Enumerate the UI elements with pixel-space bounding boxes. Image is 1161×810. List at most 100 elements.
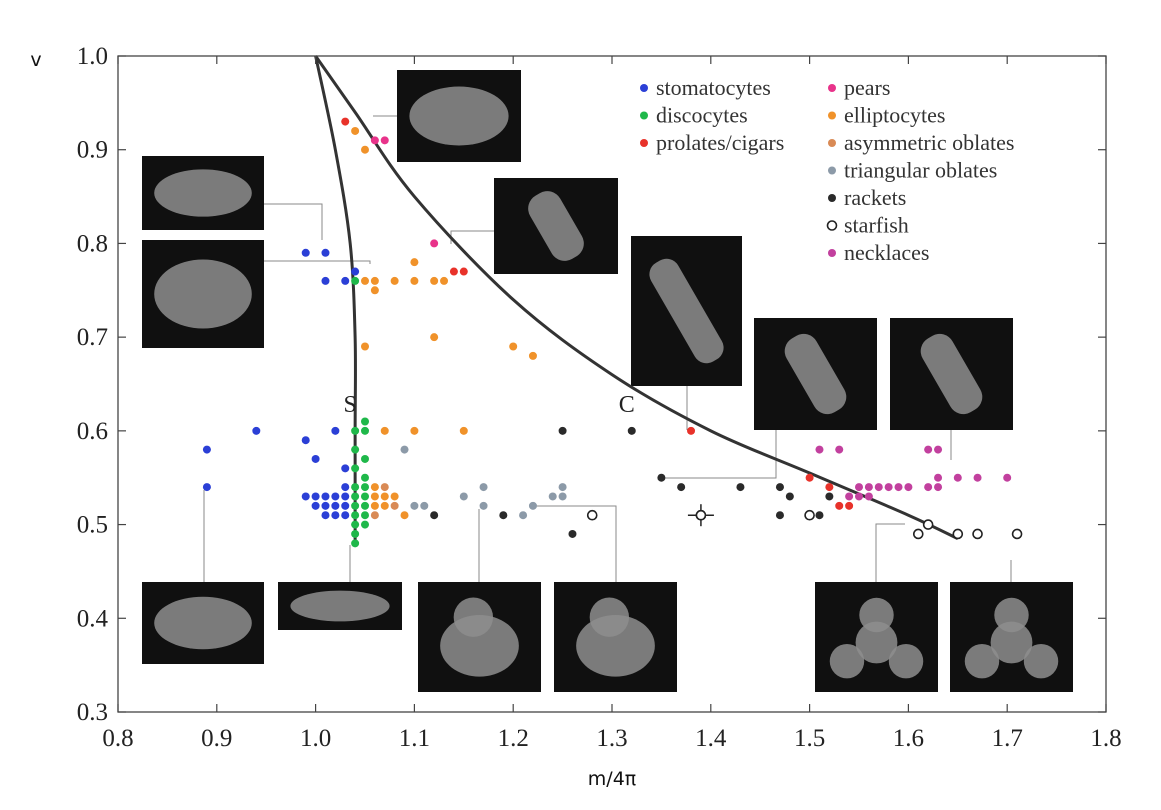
point-necklaces [855,492,863,501]
y-tick-label: 0.7 [77,324,108,351]
legend-label: pears [844,75,890,100]
legend-marker [828,84,836,92]
legend-label: asymmetric oblates [844,130,1014,155]
curve-label-C: C [619,392,635,418]
data-points [202,117,1023,548]
cell-shape [920,333,983,415]
point-stomatocytes [341,492,350,501]
point-discocytes [351,445,360,454]
point-elliptocytes [410,426,419,435]
point-rackets [815,511,824,520]
curve-S [314,55,357,544]
point-necklaces [934,473,943,482]
x-tick-label: 1.3 [596,725,627,752]
point-rackets [430,511,439,520]
point-asymmetric-oblates [380,483,389,492]
point-necklaces [864,492,873,501]
point-rackets [736,483,745,492]
point-prolates-cigars [805,473,814,482]
point-prolates-cigars [449,267,458,276]
legend-label: starfish [844,213,909,238]
point-discocytes [351,520,360,529]
point-discocytes [361,520,369,529]
point-triangular-oblates [558,492,567,501]
cell-shape-lobe [888,643,924,679]
cell-shape [290,590,390,622]
y-tick-label: 0.8 [77,230,108,257]
point-elliptocytes [351,126,360,135]
point-necklaces [864,483,873,492]
point-elliptocytes [361,276,369,285]
point-stomatocytes [341,483,350,492]
leader-line-12 [875,523,905,582]
y-tick-label: 0.3 [77,699,108,726]
point-stomatocytes [202,445,211,454]
point-necklaces [874,483,883,492]
point-necklaces [904,483,913,492]
point-elliptocytes [370,276,379,285]
point-elliptocytes [370,492,379,501]
cell-shape [154,169,252,217]
point-starfish [922,519,934,530]
point-elliptocytes [380,426,389,435]
point-necklaces [884,483,893,492]
point-elliptocytes [410,258,419,267]
point-stomatocytes [321,511,330,520]
point-necklaces [815,445,824,454]
legend-label: elliptocytes [844,103,945,128]
axis-ticks: 0.8 0.9 1.0 1.1 1.2 1.3 1.4 1.5 1.6 1.7 1.8 0.3 0.4 0… [77,43,1122,752]
point-stomatocytes [341,276,350,285]
point-stomatocytes [311,454,320,463]
y-tick-label: 0.9 [77,137,108,164]
point-discocytes [351,511,360,520]
point-pears [380,136,389,145]
point-stomatocytes [351,267,360,276]
point-starfish [972,528,983,540]
legend-marker [640,84,648,92]
cell-shape-lobe [964,643,1000,679]
point-pears [430,239,439,248]
legend-marker [828,139,836,147]
point-discocytes [351,464,360,473]
cell-shape [784,333,847,415]
point-elliptocytes [390,492,399,501]
point-triangular-oblates [479,483,488,492]
point-stomatocytes [341,501,350,510]
point-necklaces [1003,473,1012,482]
point-necklaces [924,483,933,492]
leader-line-11 [530,505,617,582]
point-stomatocytes [301,492,310,501]
point-discocytes [361,454,369,463]
point-discocytes [351,276,360,285]
x-tick-label: 1.8 [1090,725,1121,752]
point-prolates-cigars [459,267,468,276]
point-discocytes [361,492,369,501]
point-triangular-oblates [558,483,567,492]
x-tick-label: 1.0 [300,725,331,752]
point-rackets [558,426,567,435]
point-stomatocytes [321,248,330,257]
point-elliptocytes [370,501,379,510]
cell-shape-lobe [453,597,494,637]
legend-label: stomatocytes [656,75,771,100]
point-necklaces [835,445,844,454]
point-prolates-cigars [825,483,834,492]
legend-label: necklaces [844,240,930,265]
y-tick-label: 1.0 [77,43,108,70]
point-triangular-oblates [548,492,557,501]
cell-shape [528,191,584,261]
legend-label: discocytes [656,103,748,128]
point-rackets [775,483,784,492]
point-triangular-oblates [528,501,537,510]
y-axis-label: v [30,49,41,71]
point-discocytes [351,501,360,510]
point-triangular-oblates [410,501,419,510]
legend-marker [826,220,838,231]
curve-label-S: S [344,392,357,418]
legend-marker [640,111,648,120]
point-prolates-cigars [687,426,696,435]
micrograph-thumbnails [142,70,1073,692]
point-elliptocytes [400,511,409,520]
point-elliptocytes [390,276,399,285]
point-rackets [627,426,636,435]
